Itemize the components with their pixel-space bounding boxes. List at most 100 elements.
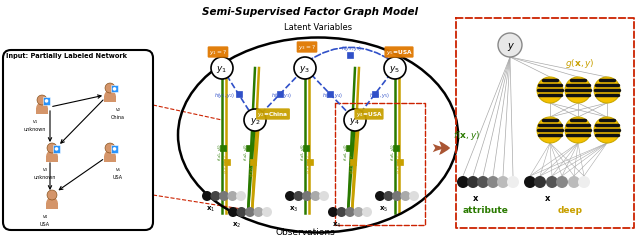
Bar <box>350 159 356 165</box>
Circle shape <box>537 77 563 103</box>
Text: $h(y_3,y_5)$: $h(y_3,y_5)$ <box>341 44 363 53</box>
Text: Latent Variables: Latent Variables <box>284 23 352 32</box>
Circle shape <box>54 147 58 151</box>
Bar <box>372 91 378 97</box>
Text: $g(x_5,y_5)$: $g(x_5,y_5)$ <box>395 155 403 174</box>
Circle shape <box>578 176 590 188</box>
Circle shape <box>211 191 221 201</box>
Circle shape <box>392 191 402 201</box>
Text: $y_1=?$: $y_1=?$ <box>209 48 227 57</box>
Circle shape <box>310 191 321 201</box>
Text: Observations: Observations <box>275 228 335 237</box>
Bar <box>347 52 353 58</box>
Text: $f(x_4,y_4)$: $f(x_4,y_4)$ <box>342 143 350 161</box>
Circle shape <box>253 207 264 217</box>
Circle shape <box>105 83 115 93</box>
Wedge shape <box>104 150 116 156</box>
Text: $y_2$=China: $y_2$=China <box>257 110 289 119</box>
Circle shape <box>294 57 316 79</box>
Circle shape <box>498 33 522 57</box>
Text: $g(x_4,y_4)$: $g(x_4,y_4)$ <box>348 155 356 174</box>
Text: attribute: attribute <box>463 206 509 215</box>
Bar <box>303 145 309 151</box>
Text: $f(x_2,y_2)$: $f(x_2,y_2)$ <box>242 143 250 161</box>
Bar <box>111 85 118 93</box>
Circle shape <box>294 191 303 201</box>
Bar <box>277 91 283 97</box>
Circle shape <box>245 207 255 217</box>
Circle shape <box>401 191 410 201</box>
Bar <box>36 108 48 113</box>
Text: $v_2$
China: $v_2$ China <box>111 106 125 120</box>
Text: $y_5$=USA: $y_5$=USA <box>385 48 412 57</box>
Circle shape <box>565 117 591 143</box>
Bar <box>250 159 256 165</box>
Text: $y_2$: $y_2$ <box>250 115 260 126</box>
Bar <box>236 91 241 97</box>
Circle shape <box>524 176 536 188</box>
Bar <box>53 145 60 152</box>
Text: $h(y_1,y_2)$: $h(y_1,y_2)$ <box>214 91 236 100</box>
Text: $f(x_5,y_5)$: $f(x_5,y_5)$ <box>389 143 397 161</box>
Circle shape <box>285 191 295 201</box>
Text: Semi-Supervised Factor Graph Model: Semi-Supervised Factor Graph Model <box>202 7 418 17</box>
Wedge shape <box>104 90 116 96</box>
Text: $g(x_3,y_3)$: $g(x_3,y_3)$ <box>305 155 313 174</box>
Circle shape <box>211 57 233 79</box>
Circle shape <box>228 207 238 217</box>
Bar <box>43 97 50 105</box>
Circle shape <box>113 147 116 151</box>
Circle shape <box>244 109 266 131</box>
Text: $g(\mathbf{x}, y)$: $g(\mathbf{x}, y)$ <box>565 57 595 70</box>
Circle shape <box>105 143 115 153</box>
Circle shape <box>409 191 419 201</box>
Bar <box>46 156 58 161</box>
Wedge shape <box>36 102 48 108</box>
Text: $g(x_2,y_2)$: $g(x_2,y_2)$ <box>248 158 256 177</box>
Circle shape <box>565 77 591 103</box>
Text: $y_3$: $y_3$ <box>300 63 310 74</box>
Text: $f(x_1,y_1)$: $f(x_1,y_1)$ <box>216 143 224 161</box>
Circle shape <box>47 190 57 200</box>
Text: Input: Partially Labeled Network: Input: Partially Labeled Network <box>6 53 127 59</box>
Text: $f(\mathbf{x}, y)$: $f(\mathbf{x}, y)$ <box>453 128 481 142</box>
Text: $y_3=?$: $y_3=?$ <box>298 42 316 51</box>
Circle shape <box>302 191 312 201</box>
Bar <box>307 159 313 165</box>
Bar <box>393 145 399 151</box>
Text: $\mathbf{x}_2$: $\mathbf{x}_2$ <box>232 221 241 230</box>
Text: $h(y_3,y_4)$: $h(y_3,y_4)$ <box>323 91 344 100</box>
Bar <box>111 145 118 152</box>
Circle shape <box>319 191 329 201</box>
Bar <box>346 145 352 151</box>
Text: $f(x_3,y_3)$: $f(x_3,y_3)$ <box>299 143 307 161</box>
Text: $v_1$
unknown: $v_1$ unknown <box>24 118 46 132</box>
Text: $v_5$
USA: $v_5$ USA <box>113 166 123 180</box>
Circle shape <box>344 109 366 131</box>
Circle shape <box>47 143 57 153</box>
Bar <box>224 159 230 165</box>
Circle shape <box>507 176 519 188</box>
Circle shape <box>345 207 355 217</box>
Circle shape <box>113 87 116 91</box>
Circle shape <box>457 176 469 188</box>
Circle shape <box>337 207 346 217</box>
Text: $v_3$
unknown: $v_3$ unknown <box>34 166 56 180</box>
Circle shape <box>568 176 580 188</box>
Circle shape <box>384 57 406 79</box>
Circle shape <box>546 176 558 188</box>
Bar <box>220 145 226 151</box>
Text: $\mathbf{x}_4$: $\mathbf{x}_4$ <box>332 221 341 230</box>
Circle shape <box>594 77 620 103</box>
Circle shape <box>556 176 568 188</box>
Circle shape <box>45 99 48 103</box>
Text: $h(y_4,y_5)$: $h(y_4,y_5)$ <box>369 91 390 100</box>
Circle shape <box>37 95 47 105</box>
Text: $\mathbf{x}_3$: $\mathbf{x}_3$ <box>289 205 298 214</box>
Circle shape <box>227 191 237 201</box>
Text: $\mathbf{x}_5$: $\mathbf{x}_5$ <box>379 205 388 214</box>
Circle shape <box>534 176 546 188</box>
Wedge shape <box>46 197 58 203</box>
Circle shape <box>237 207 246 217</box>
Text: $\mathbf{x}$: $\mathbf{x}$ <box>545 194 552 203</box>
